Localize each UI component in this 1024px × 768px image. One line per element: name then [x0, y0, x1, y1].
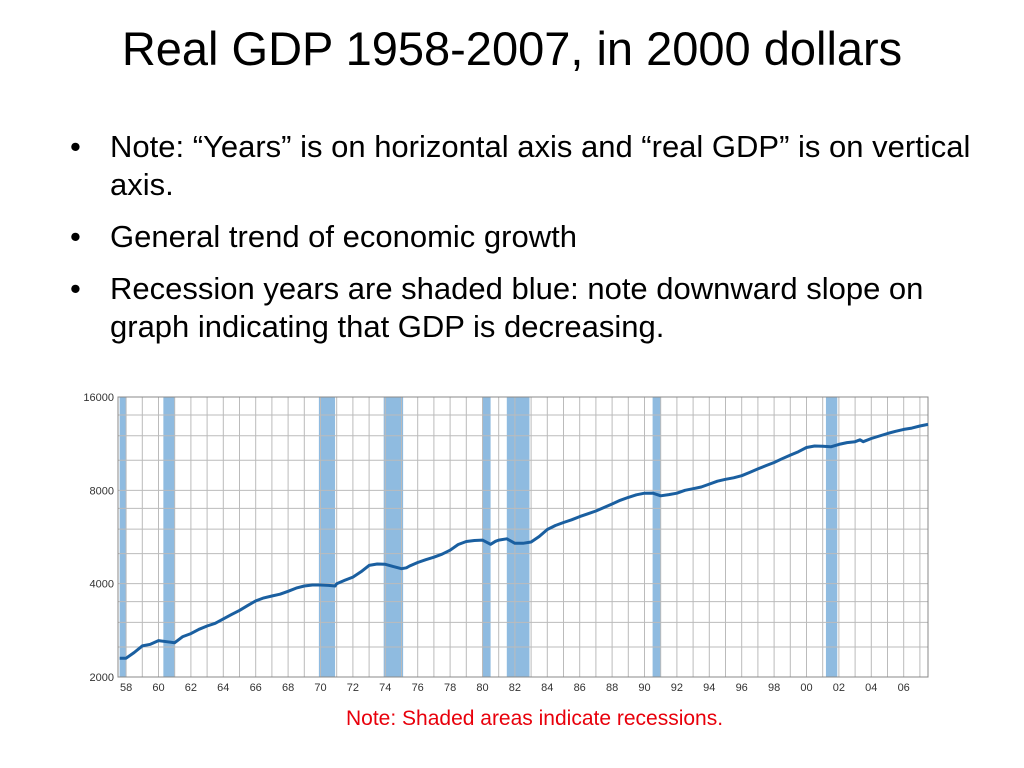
bullet-list: • Note: “Years” is on horizontal axis and…: [70, 128, 1000, 360]
x-axis: 58 60 62 64 66 68 70 72 74 76 78 80 82 84 86 88 90 92 94 96…: [120, 682, 910, 694]
bullet-text: General trend of economic growth: [110, 219, 577, 254]
x-tick-label: 92: [671, 682, 683, 694]
x-tick-label: 62: [185, 682, 197, 694]
x-tick-label: 72: [347, 682, 359, 694]
slide-title: Real GDP 1958-2007, in 2000 dollars: [121, 22, 903, 75]
recession-bands: [119, 397, 838, 677]
x-tick-label: 66: [250, 682, 262, 694]
bullet-item: • General trend of economic growth: [70, 218, 1000, 256]
x-tick-label: 68: [282, 682, 294, 694]
x-tick-label: 86: [574, 682, 586, 694]
x-tick-label: 84: [541, 682, 553, 694]
x-tick-label: 64: [217, 682, 229, 694]
x-tick-label: 06: [898, 682, 910, 694]
recession-band: [163, 397, 175, 677]
bullet-dot: •: [70, 219, 81, 254]
recession-footnote: Note: Shaded areas indicate recessions.: [346, 707, 724, 730]
x-tick-label: 82: [509, 682, 521, 694]
bullet-dot: •: [70, 129, 81, 164]
y-axis: 2000 4000 8000 16000: [83, 392, 114, 684]
x-tick-label: 96: [736, 682, 748, 694]
chart-grid: [117, 396, 929, 678]
bullet-text: Note: “Years” is on horizontal axis and …: [110, 129, 971, 202]
x-tick-label: 94: [703, 682, 715, 694]
recession-band: [825, 397, 838, 677]
series-layer: [119, 422, 929, 660]
bullet-item: • Note: “Years” is on horizontal axis and…: [70, 128, 1000, 204]
x-tick-label: 04: [865, 682, 877, 694]
bullet-text: Recession years are shaded blue: note do…: [110, 271, 924, 344]
x-tick-label: 02: [833, 682, 845, 694]
recession-band: [652, 397, 661, 677]
gdp-series-line: [119, 422, 929, 660]
bullet-dot: •: [70, 271, 81, 306]
y-tick-label: 2000: [90, 672, 114, 684]
x-tick-label: 88: [606, 682, 618, 694]
x-tick-label: 58: [120, 682, 132, 694]
x-tick-label: 70: [314, 682, 326, 694]
x-tick-label: 00: [800, 682, 812, 694]
recession-band: [383, 397, 404, 677]
x-tick-label: 74: [379, 682, 391, 694]
plot-frame: [117, 396, 929, 678]
recession-band: [119, 397, 127, 677]
recession-band: [506, 397, 530, 677]
x-tick-label: 78: [444, 682, 456, 694]
x-tick-label: 60: [152, 682, 164, 694]
x-tick-label: 76: [412, 682, 424, 694]
recession-band: [318, 397, 336, 677]
recession-band: [482, 397, 491, 677]
x-tick-label: 80: [476, 682, 488, 694]
x-tick-label: 90: [638, 682, 650, 694]
x-tick-label: 98: [768, 682, 780, 694]
bullet-item: • Recession years are shaded blue: note d…: [70, 270, 1000, 346]
y-tick-label: 16000: [83, 392, 114, 404]
y-tick-label: 4000: [90, 579, 114, 591]
y-tick-label: 8000: [90, 485, 114, 497]
